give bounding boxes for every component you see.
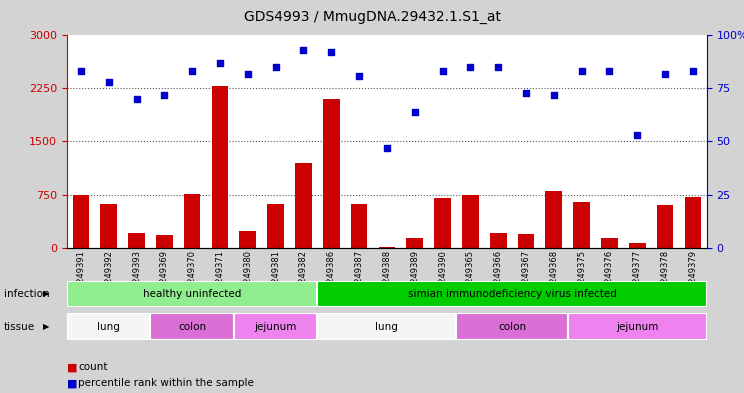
- Text: ■: ■: [67, 362, 77, 373]
- Text: percentile rank within the sample: percentile rank within the sample: [78, 378, 254, 388]
- Point: [242, 70, 254, 77]
- Point: [186, 68, 198, 75]
- Point: [325, 49, 337, 55]
- Text: healthy uninfected: healthy uninfected: [143, 289, 241, 299]
- Bar: [156, 235, 173, 248]
- Bar: [318, 281, 707, 307]
- Bar: [601, 238, 618, 248]
- Bar: [72, 195, 89, 248]
- Bar: [545, 191, 562, 248]
- Text: jejunum: jejunum: [616, 321, 658, 332]
- Bar: [150, 313, 234, 340]
- Point: [520, 90, 532, 96]
- Bar: [67, 281, 318, 307]
- Point: [687, 68, 699, 75]
- Text: jejunum: jejunum: [254, 321, 297, 332]
- Bar: [100, 204, 117, 248]
- Text: colon: colon: [498, 321, 526, 332]
- Bar: [518, 234, 534, 248]
- Bar: [462, 195, 478, 248]
- Bar: [318, 313, 456, 340]
- Text: ■: ■: [67, 378, 77, 388]
- Bar: [434, 198, 451, 248]
- Bar: [295, 163, 312, 248]
- Text: ▶: ▶: [43, 290, 50, 298]
- Bar: [211, 86, 228, 248]
- Bar: [657, 205, 673, 248]
- Text: lung: lung: [97, 321, 120, 332]
- Bar: [234, 313, 318, 340]
- Text: count: count: [78, 362, 108, 373]
- Point: [659, 70, 671, 77]
- Bar: [379, 247, 395, 248]
- Bar: [684, 196, 702, 248]
- Text: colon: colon: [178, 321, 206, 332]
- Point: [493, 64, 504, 70]
- Point: [214, 60, 226, 66]
- Point: [298, 47, 310, 53]
- Point: [158, 92, 170, 98]
- Text: GDS4993 / MmugDNA.29432.1.S1_at: GDS4993 / MmugDNA.29432.1.S1_at: [243, 10, 501, 24]
- Point: [603, 68, 615, 75]
- Point: [75, 68, 87, 75]
- Point: [437, 68, 449, 75]
- Point: [381, 145, 393, 151]
- Point: [576, 68, 588, 75]
- Text: infection: infection: [4, 289, 49, 299]
- Point: [632, 132, 644, 138]
- Bar: [574, 202, 590, 248]
- Point: [103, 79, 115, 85]
- Bar: [323, 99, 339, 248]
- Bar: [67, 313, 150, 340]
- Bar: [456, 313, 568, 340]
- Bar: [350, 204, 368, 248]
- Bar: [128, 233, 145, 248]
- Point: [130, 96, 142, 102]
- Bar: [490, 233, 507, 248]
- Bar: [267, 204, 284, 248]
- Text: ▶: ▶: [43, 322, 50, 331]
- Point: [464, 64, 476, 70]
- Text: tissue: tissue: [4, 321, 35, 332]
- Point: [548, 92, 559, 98]
- Text: simian immunodeficiency virus infected: simian immunodeficiency virus infected: [408, 289, 617, 299]
- Text: lung: lung: [376, 321, 398, 332]
- Bar: [406, 239, 423, 248]
- Bar: [184, 194, 200, 248]
- Bar: [240, 231, 256, 248]
- Point: [269, 64, 281, 70]
- Bar: [568, 313, 707, 340]
- Point: [353, 73, 365, 79]
- Bar: [629, 243, 646, 248]
- Point: [408, 108, 420, 115]
